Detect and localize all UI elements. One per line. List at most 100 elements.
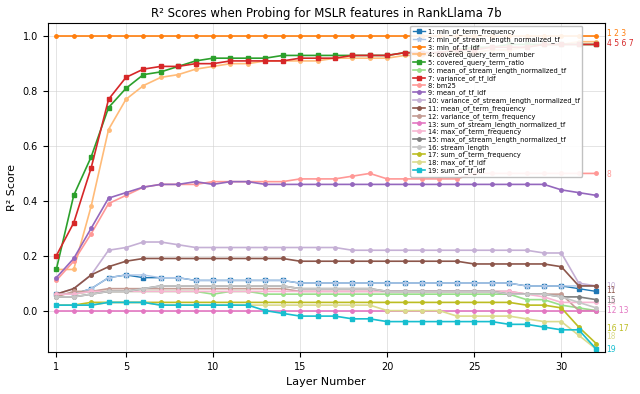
3: min_of_tf_idf: (20, 1): min_of_tf_idf: (20, 1) xyxy=(383,34,391,39)
19: sum_of_tf_idf: (18, -0.03): sum_of_tf_idf: (18, -0.03) xyxy=(349,316,356,321)
9: mean_of_tf_idf: (27, 0.46): mean_of_tf_idf: (27, 0.46) xyxy=(505,182,513,187)
1: min_of_term_frequency: (14, 0.11): min_of_term_frequency: (14, 0.11) xyxy=(279,278,287,283)
13: sum_of_stream_length_normalized_tf: (16, 0): sum_of_stream_length_normalized_tf: (16,… xyxy=(314,308,321,313)
11: mean_of_term_frequency: (1, 0.06): mean_of_term_frequency: (1, 0.06) xyxy=(52,292,60,297)
10: variance_of_stream_length_normalized_tf: (19, 0.22): variance_of_stream_length_normalized_tf:… xyxy=(366,248,374,253)
6: mean_of_stream_length_normalized_tf: (13, 0.06): mean_of_stream_length_normalized_tf: (13… xyxy=(262,292,269,297)
17: sum_of_term_frequency: (16, 0.03): sum_of_term_frequency: (16, 0.03) xyxy=(314,300,321,305)
7: variance_of_tf_idf: (6, 0.88): variance_of_tf_idf: (6, 0.88) xyxy=(140,67,147,72)
Line: 8: bm25: 8: bm25 xyxy=(54,172,598,282)
Line: 17: sum_of_term_frequency: 17: sum_of_term_frequency xyxy=(54,301,598,345)
19: sum_of_tf_idf: (3, 0.02): sum_of_tf_idf: (3, 0.02) xyxy=(87,303,95,307)
15: max_of_stream_length_normalized_tf: (4, 0.07): max_of_stream_length_normalized_tf: (4, … xyxy=(105,289,113,294)
12: variance_of_term_frequency: (29, 0.06): variance_of_term_frequency: (29, 0.06) xyxy=(540,292,548,297)
17: sum_of_term_frequency: (12, 0.03): sum_of_term_frequency: (12, 0.03) xyxy=(244,300,252,305)
3: min_of_tf_idf: (25, 1): min_of_tf_idf: (25, 1) xyxy=(470,34,478,39)
15: max_of_stream_length_normalized_tf: (13, 0.09): max_of_stream_length_normalized_tf: (13,… xyxy=(262,284,269,288)
15: max_of_stream_length_normalized_tf: (21, 0.07): max_of_stream_length_normalized_tf: (21,… xyxy=(401,289,408,294)
6: mean_of_stream_length_normalized_tf: (21, 0.06): mean_of_stream_length_normalized_tf: (21… xyxy=(401,292,408,297)
11: mean_of_term_frequency: (13, 0.19): mean_of_term_frequency: (13, 0.19) xyxy=(262,256,269,261)
13: sum_of_stream_length_normalized_tf: (22, 0): sum_of_stream_length_normalized_tf: (22,… xyxy=(418,308,426,313)
7: variance_of_tf_idf: (23, 0.94): variance_of_tf_idf: (23, 0.94) xyxy=(436,50,444,55)
8: bm25: (11, 0.47): bm25: (11, 0.47) xyxy=(227,179,234,184)
5: covered_query_term_ratio: (21, 0.94): covered_query_term_ratio: (21, 0.94) xyxy=(401,50,408,55)
16: stream_length: (2, 0.05): stream_length: (2, 0.05) xyxy=(70,295,77,299)
15: max_of_stream_length_normalized_tf: (28, 0.06): max_of_stream_length_normalized_tf: (28,… xyxy=(523,292,531,297)
3: min_of_tf_idf: (26, 1): min_of_tf_idf: (26, 1) xyxy=(488,34,495,39)
16: stream_length: (23, 0.07): stream_length: (23, 0.07) xyxy=(436,289,444,294)
15: max_of_stream_length_normalized_tf: (8, 0.09): max_of_stream_length_normalized_tf: (8, … xyxy=(174,284,182,288)
1: min_of_term_frequency: (8, 0.12): min_of_term_frequency: (8, 0.12) xyxy=(174,275,182,280)
9: mean_of_tf_idf: (6, 0.45): mean_of_tf_idf: (6, 0.45) xyxy=(140,185,147,190)
8: bm25: (4, 0.39): bm25: (4, 0.39) xyxy=(105,201,113,206)
5: covered_query_term_ratio: (29, 0.97): covered_query_term_ratio: (29, 0.97) xyxy=(540,42,548,47)
2: min_of_stream_length_normalized_tf: (29, 0.09): min_of_stream_length_normalized_tf: (29,… xyxy=(540,284,548,288)
14: max_of_term_frequency: (11, 0.07): max_of_term_frequency: (11, 0.07) xyxy=(227,289,234,294)
1: min_of_term_frequency: (5, 0.13): min_of_term_frequency: (5, 0.13) xyxy=(122,273,130,277)
13: sum_of_stream_length_normalized_tf: (8, 0): sum_of_stream_length_normalized_tf: (8, … xyxy=(174,308,182,313)
8: bm25: (5, 0.42): bm25: (5, 0.42) xyxy=(122,193,130,198)
19: sum_of_tf_idf: (12, 0.02): sum_of_tf_idf: (12, 0.02) xyxy=(244,303,252,307)
14: max_of_term_frequency: (24, 0.07): max_of_term_frequency: (24, 0.07) xyxy=(453,289,461,294)
10: variance_of_stream_length_normalized_tf: (8, 0.24): variance_of_stream_length_normalized_tf:… xyxy=(174,242,182,247)
16: stream_length: (12, 0.09): stream_length: (12, 0.09) xyxy=(244,284,252,288)
6: mean_of_stream_length_normalized_tf: (11, 0.07): mean_of_stream_length_normalized_tf: (11… xyxy=(227,289,234,294)
19: sum_of_tf_idf: (32, -0.14): sum_of_tf_idf: (32, -0.14) xyxy=(593,347,600,351)
5: covered_query_term_ratio: (12, 0.92): covered_query_term_ratio: (12, 0.92) xyxy=(244,56,252,61)
2: min_of_stream_length_normalized_tf: (31, 0.09): min_of_stream_length_normalized_tf: (31,… xyxy=(575,284,582,288)
13: sum_of_stream_length_normalized_tf: (9, 0): sum_of_stream_length_normalized_tf: (9, … xyxy=(192,308,200,313)
11: mean_of_term_frequency: (10, 0.19): mean_of_term_frequency: (10, 0.19) xyxy=(209,256,217,261)
15: max_of_stream_length_normalized_tf: (14, 0.09): max_of_stream_length_normalized_tf: (14,… xyxy=(279,284,287,288)
9: mean_of_tf_idf: (23, 0.46): mean_of_tf_idf: (23, 0.46) xyxy=(436,182,444,187)
13: sum_of_stream_length_normalized_tf: (17, 0): sum_of_stream_length_normalized_tf: (17,… xyxy=(331,308,339,313)
19: sum_of_tf_idf: (10, 0.02): sum_of_tf_idf: (10, 0.02) xyxy=(209,303,217,307)
16: stream_length: (11, 0.09): stream_length: (11, 0.09) xyxy=(227,284,234,288)
19: sum_of_tf_idf: (11, 0.02): sum_of_tf_idf: (11, 0.02) xyxy=(227,303,234,307)
5: covered_query_term_ratio: (9, 0.91): covered_query_term_ratio: (9, 0.91) xyxy=(192,59,200,63)
14: max_of_term_frequency: (31, 0.03): max_of_term_frequency: (31, 0.03) xyxy=(575,300,582,305)
12: variance_of_term_frequency: (16, 0.07): variance_of_term_frequency: (16, 0.07) xyxy=(314,289,321,294)
9: mean_of_tf_idf: (16, 0.46): mean_of_tf_idf: (16, 0.46) xyxy=(314,182,321,187)
6: mean_of_stream_length_normalized_tf: (25, 0.06): mean_of_stream_length_normalized_tf: (25… xyxy=(470,292,478,297)
18: max_of_tf_idf: (4, 0.03): max_of_tf_idf: (4, 0.03) xyxy=(105,300,113,305)
9: mean_of_tf_idf: (3, 0.3): mean_of_tf_idf: (3, 0.3) xyxy=(87,226,95,230)
14: max_of_term_frequency: (25, 0.07): max_of_term_frequency: (25, 0.07) xyxy=(470,289,478,294)
8: bm25: (20, 0.48): bm25: (20, 0.48) xyxy=(383,177,391,181)
12: variance_of_term_frequency: (19, 0.07): variance_of_term_frequency: (19, 0.07) xyxy=(366,289,374,294)
7: variance_of_tf_idf: (12, 0.91): variance_of_tf_idf: (12, 0.91) xyxy=(244,59,252,63)
19: sum_of_tf_idf: (19, -0.03): sum_of_tf_idf: (19, -0.03) xyxy=(366,316,374,321)
14: max_of_term_frequency: (32, 0.03): max_of_term_frequency: (32, 0.03) xyxy=(593,300,600,305)
12: variance_of_term_frequency: (14, 0.08): variance_of_term_frequency: (14, 0.08) xyxy=(279,286,287,291)
9: mean_of_tf_idf: (1, 0.12): mean_of_tf_idf: (1, 0.12) xyxy=(52,275,60,280)
17: sum_of_term_frequency: (2, 0.02): sum_of_term_frequency: (2, 0.02) xyxy=(70,303,77,307)
16: stream_length: (26, 0.07): stream_length: (26, 0.07) xyxy=(488,289,495,294)
16: stream_length: (31, 0.03): stream_length: (31, 0.03) xyxy=(575,300,582,305)
4: covered_query_term_number: (5, 0.77): covered_query_term_number: (5, 0.77) xyxy=(122,97,130,102)
11: mean_of_term_frequency: (15, 0.18): mean_of_term_frequency: (15, 0.18) xyxy=(296,259,304,264)
12: variance_of_term_frequency: (23, 0.07): variance_of_term_frequency: (23, 0.07) xyxy=(436,289,444,294)
5: covered_query_term_ratio: (18, 0.93): covered_query_term_ratio: (18, 0.93) xyxy=(349,53,356,58)
14: max_of_term_frequency: (9, 0.07): max_of_term_frequency: (9, 0.07) xyxy=(192,289,200,294)
12: variance_of_term_frequency: (25, 0.07): variance_of_term_frequency: (25, 0.07) xyxy=(470,289,478,294)
Line: 5: covered_query_term_ratio: 5: covered_query_term_ratio xyxy=(54,43,598,271)
1: min_of_term_frequency: (23, 0.1): min_of_term_frequency: (23, 0.1) xyxy=(436,281,444,286)
3: min_of_tf_idf: (22, 1): min_of_tf_idf: (22, 1) xyxy=(418,34,426,39)
3: min_of_tf_idf: (18, 1): min_of_tf_idf: (18, 1) xyxy=(349,34,356,39)
18: max_of_tf_idf: (13, 0.02): max_of_tf_idf: (13, 0.02) xyxy=(262,303,269,307)
2: min_of_stream_length_normalized_tf: (2, 0.06): min_of_stream_length_normalized_tf: (2, … xyxy=(70,292,77,297)
17: sum_of_term_frequency: (5, 0.03): sum_of_term_frequency: (5, 0.03) xyxy=(122,300,130,305)
1: min_of_term_frequency: (24, 0.1): min_of_term_frequency: (24, 0.1) xyxy=(453,281,461,286)
1: min_of_term_frequency: (31, 0.08): min_of_term_frequency: (31, 0.08) xyxy=(575,286,582,291)
19: sum_of_tf_idf: (14, -0.01): sum_of_tf_idf: (14, -0.01) xyxy=(279,311,287,316)
2: min_of_stream_length_normalized_tf: (19, 0.1): min_of_stream_length_normalized_tf: (19,… xyxy=(366,281,374,286)
5: covered_query_term_ratio: (15, 0.93): covered_query_term_ratio: (15, 0.93) xyxy=(296,53,304,58)
2: min_of_stream_length_normalized_tf: (9, 0.11): min_of_stream_length_normalized_tf: (9, … xyxy=(192,278,200,283)
19: sum_of_tf_idf: (26, -0.04): sum_of_tf_idf: (26, -0.04) xyxy=(488,319,495,324)
4: covered_query_term_number: (23, 0.93): covered_query_term_number: (23, 0.93) xyxy=(436,53,444,58)
14: max_of_term_frequency: (28, 0.06): max_of_term_frequency: (28, 0.06) xyxy=(523,292,531,297)
8: bm25: (3, 0.28): bm25: (3, 0.28) xyxy=(87,231,95,236)
11: mean_of_term_frequency: (23, 0.18): mean_of_term_frequency: (23, 0.18) xyxy=(436,259,444,264)
5: covered_query_term_ratio: (6, 0.86): covered_query_term_ratio: (6, 0.86) xyxy=(140,72,147,77)
6: mean_of_stream_length_normalized_tf: (2, 0.06): mean_of_stream_length_normalized_tf: (2,… xyxy=(70,292,77,297)
2: min_of_stream_length_normalized_tf: (23, 0.1): min_of_stream_length_normalized_tf: (23,… xyxy=(436,281,444,286)
